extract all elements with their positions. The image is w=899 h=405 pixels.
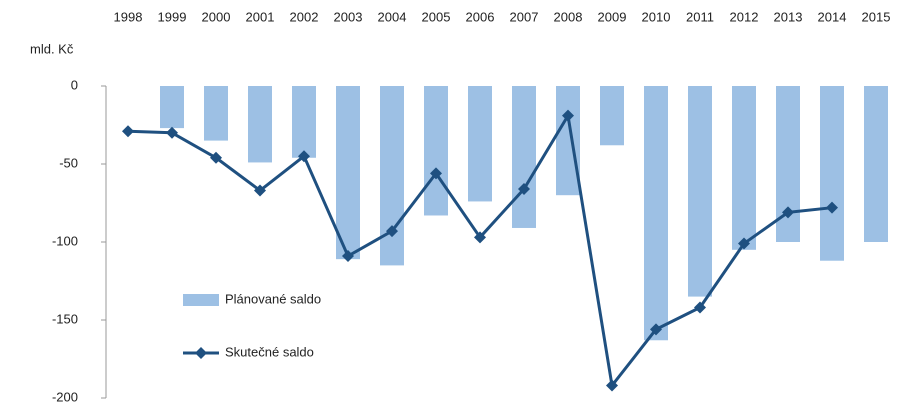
x-tick-label: 2004 xyxy=(378,9,407,24)
x-tick-label: 2003 xyxy=(334,9,363,24)
marker xyxy=(650,323,662,336)
legend-label: Plánované saldo xyxy=(225,291,321,306)
marker xyxy=(386,225,398,238)
x-tick-label: 2001 xyxy=(246,9,275,24)
y-tick-label: -150 xyxy=(52,311,78,326)
marker xyxy=(518,182,530,195)
x-tick-label: 2012 xyxy=(730,9,759,24)
x-tick-label: 2010 xyxy=(642,9,671,24)
legend-swatch xyxy=(195,347,207,359)
y-tick-label: -50 xyxy=(59,155,78,170)
marker xyxy=(298,150,310,163)
marker xyxy=(562,109,574,122)
marker xyxy=(254,184,266,197)
legend-label: Skutečné saldo xyxy=(225,344,314,359)
bar xyxy=(160,86,184,129)
marker xyxy=(210,151,222,164)
x-tick-label: 2011 xyxy=(686,9,714,24)
x-tick-label: 2014 xyxy=(818,9,847,24)
marker xyxy=(738,237,750,250)
y-tick-label: -200 xyxy=(52,389,78,404)
x-tick-label: 2002 xyxy=(290,9,319,24)
marker xyxy=(694,301,706,314)
marker xyxy=(782,206,794,219)
x-tick-label: 1999 xyxy=(158,9,187,24)
bar xyxy=(468,86,492,202)
bar xyxy=(512,86,536,228)
x-tick-label: 2009 xyxy=(598,9,627,24)
marker xyxy=(430,167,442,180)
bar xyxy=(380,86,404,266)
bar xyxy=(864,86,888,242)
marker xyxy=(342,250,354,263)
bar xyxy=(688,86,712,297)
bar xyxy=(292,86,316,158)
marker xyxy=(166,126,178,139)
x-tick-label: 2013 xyxy=(774,9,803,24)
marker xyxy=(474,231,486,244)
x-tick-label: 2007 xyxy=(510,9,539,24)
bar xyxy=(204,86,228,141)
legend-swatch xyxy=(183,294,219,306)
x-tick-label: 2015 xyxy=(862,9,891,24)
y-tick-label: -100 xyxy=(52,233,78,248)
x-tick-label: 2006 xyxy=(466,9,495,24)
bar xyxy=(600,86,624,146)
x-tick-label: 2008 xyxy=(554,9,583,24)
x-tick-label: 2000 xyxy=(202,9,231,24)
bar xyxy=(820,86,844,261)
x-tick-label: 1998 xyxy=(114,9,143,24)
y-tick-label: 0 xyxy=(71,77,78,92)
bar xyxy=(556,86,580,196)
marker xyxy=(122,125,134,138)
bar xyxy=(732,86,756,250)
bar xyxy=(424,86,448,216)
marker xyxy=(606,379,618,392)
bar xyxy=(248,86,272,163)
bar xyxy=(336,86,360,260)
y-axis-label: mld. Kč xyxy=(30,41,74,56)
marker xyxy=(826,201,838,214)
x-tick-label: 2005 xyxy=(422,9,451,24)
bar xyxy=(644,86,668,341)
